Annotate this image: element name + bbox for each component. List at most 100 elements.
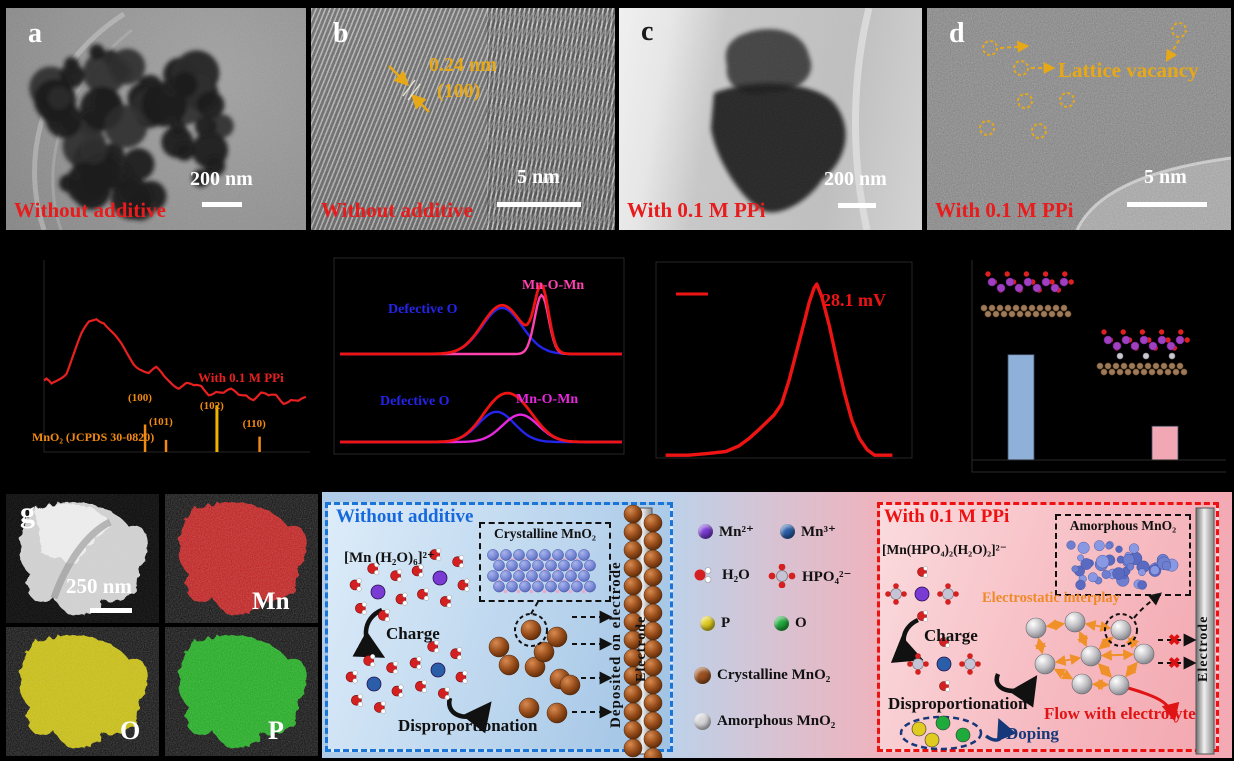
xrd-series-label: With 0.1 M PPi [198,370,284,385]
electrode-label-right: Electrode [1196,615,1211,682]
water-molecule-icon [694,567,712,584]
xps-plot [333,257,625,455]
hpo4-molecule-icon [768,563,796,589]
left-formula: [Mn (H₂O)₆]²⁺ [344,550,435,566]
xrd-peak-label: (100) [128,392,152,404]
scalebar [1127,202,1207,207]
panel-zeta: 28.1 mV [642,246,958,488]
lattice-vacancy-circles [979,22,1187,139]
crystal-structure-graphic [487,549,596,594]
amorphous-mno2-box: Amorphous MnO₂ [1055,514,1191,596]
plane-annotation: (100) [437,80,481,102]
tem-image-a [6,8,306,230]
panel-label: d [949,18,965,49]
legend-item-o: O [774,614,807,632]
panel-e-xrd: With 0.1 M PPi MnO₂ (JCPDS 30-0820) (100… [8,246,318,488]
legend-item-crystalline: Crystalline MnO₂ [694,666,830,684]
xrd-plot [43,260,310,453]
scalebar [202,202,242,207]
panel-label: b [333,18,349,49]
scalebar [838,203,876,208]
amorphous-mno2-box-label: Amorphous MnO₂ [1069,518,1177,533]
charge-label-left: Charge [386,624,440,643]
legend-label: Mn²⁺ [719,524,754,540]
eds-quadrant-2 [6,627,159,756]
sample-caption: With 0.1 M PPi [627,198,766,222]
scalebar [90,608,132,613]
disproportionation-label-left: Disproportionation [398,716,538,735]
p-sphere-icon [700,615,715,631]
legend-label: Crystalline MnO₂ [717,666,831,683]
eds-map-label-o: O [120,716,141,745]
legend-label: HPO₄²⁻ [802,568,852,585]
mn2-sphere-icon [698,524,713,539]
xrd-peak-label: (101) [149,416,173,428]
xrd-peak-label: (102) [199,400,224,412]
bar-doped-mno2-on-graphene-model [1151,425,1179,461]
legend-item-mn2: Mn²⁺ [698,522,754,541]
legend-item-amorphous: Amorphous MnO₂ [694,712,835,730]
xps-mn-o-mn-label-bottom: Mn-O-Mn [516,392,579,407]
crystalline-mno2-box-label: Crystalline MnO₂ [494,526,596,541]
legend-label: P [721,614,731,631]
legend-item-h2o: H₂O [692,566,750,584]
crystalline-mno2-sphere-icon [694,666,711,684]
sample-caption: Without additive [321,198,473,222]
panel-label: c [641,16,654,47]
scalebar-label: 250 nm [66,574,132,598]
xrd-reference-label: MnO₂ (JCPDS 30-0820) [32,430,155,444]
scalebar-label: 200 nm [824,168,887,190]
charge-label-right: Charge [924,626,978,645]
eds-map-label-mn: Mn [252,588,290,615]
legend-item-hpo4: HPO₄²⁻ [768,563,852,589]
doping-label: Doping [1006,724,1059,743]
scalebar-label: 5 nm [517,166,560,188]
panel-f-xps: Defective O Mn-O-Mn Defective O Mn-O-Mn [322,246,638,488]
xps-defective-o-label-bottom: Defective O [380,394,450,409]
amorphous-structure-graphic [1066,540,1179,591]
legend-item-p: P [700,614,730,632]
crystalline-mno2-box: Crystalline MnO₂ [479,522,611,602]
legend-label: Amorphous MnO₂ [717,712,836,729]
xps-mn-o-mn-label-top: Mn-O-Mn [522,278,585,293]
lattice-vacancy-label: Lattice vacancy [1058,58,1199,82]
legend-label: H₂O [722,566,750,583]
right-formula: [Mn(HPO₄)₂(H₂O)₂]²⁻ [882,542,1007,557]
tem-image-c [619,8,922,230]
panel-dft-bars [962,246,1232,488]
electrostatic-interplay-label: Electrostatic interplay [982,590,1120,606]
flow-with-electrolyte-label: Flow with electrolyte [1044,704,1196,723]
mn3-sphere-icon [780,524,795,539]
legend-label: O [795,614,807,631]
panel-b-hrtem: b 0.24 nm (100) 5 nm Without additive [311,8,615,230]
deposited-on-electrode-label: Deposited on electrode [608,561,624,728]
zeta-annotation: 28.1 mV [822,290,886,310]
bar-plot [971,260,1226,473]
amorphous-mno2-sphere-icon [694,712,711,730]
eds-quadrant-3 [165,627,318,756]
panel-g-eds: g 250 nm Mn O P [4,492,320,758]
without-additive-title: Without additive [336,506,474,527]
scalebar-label: 200 nm [190,168,253,190]
mechanism-schematic: Crystalline MnO₂ Amorphous MnO₂ [322,492,1232,758]
tem-image-d [927,8,1231,230]
eds-map-label-p: P [268,716,284,745]
with-ppi-title: With 0.1 M PPi [884,506,1010,527]
panel-a-tem: a 200 nm Without additive [6,8,306,230]
xrd-peak-label: (110) [242,418,266,430]
sample-caption: Without additive [14,198,166,222]
panel-c-tem: c 200 nm With 0.1 M PPi [619,8,922,230]
bar-mno2-on-graphene-model [1007,354,1035,461]
eds-quadrant-1 [165,494,318,623]
panel-label: a [28,18,42,49]
zeta-plot [655,261,913,459]
legend-label: Mn³⁺ [801,524,836,540]
legend-item-mn3: Mn³⁺ [780,522,836,541]
cross-icon: ✖ [1168,633,1181,649]
electrode-label-left: Electrode [634,615,649,682]
tem-image-b [311,8,615,230]
panel-label: g [20,496,35,529]
d-spacing-annotation: 0.24 nm [429,54,497,76]
panel-d-hrtem: d Lattice vacancy 5 nm With 0.1 M PPi [927,8,1231,230]
